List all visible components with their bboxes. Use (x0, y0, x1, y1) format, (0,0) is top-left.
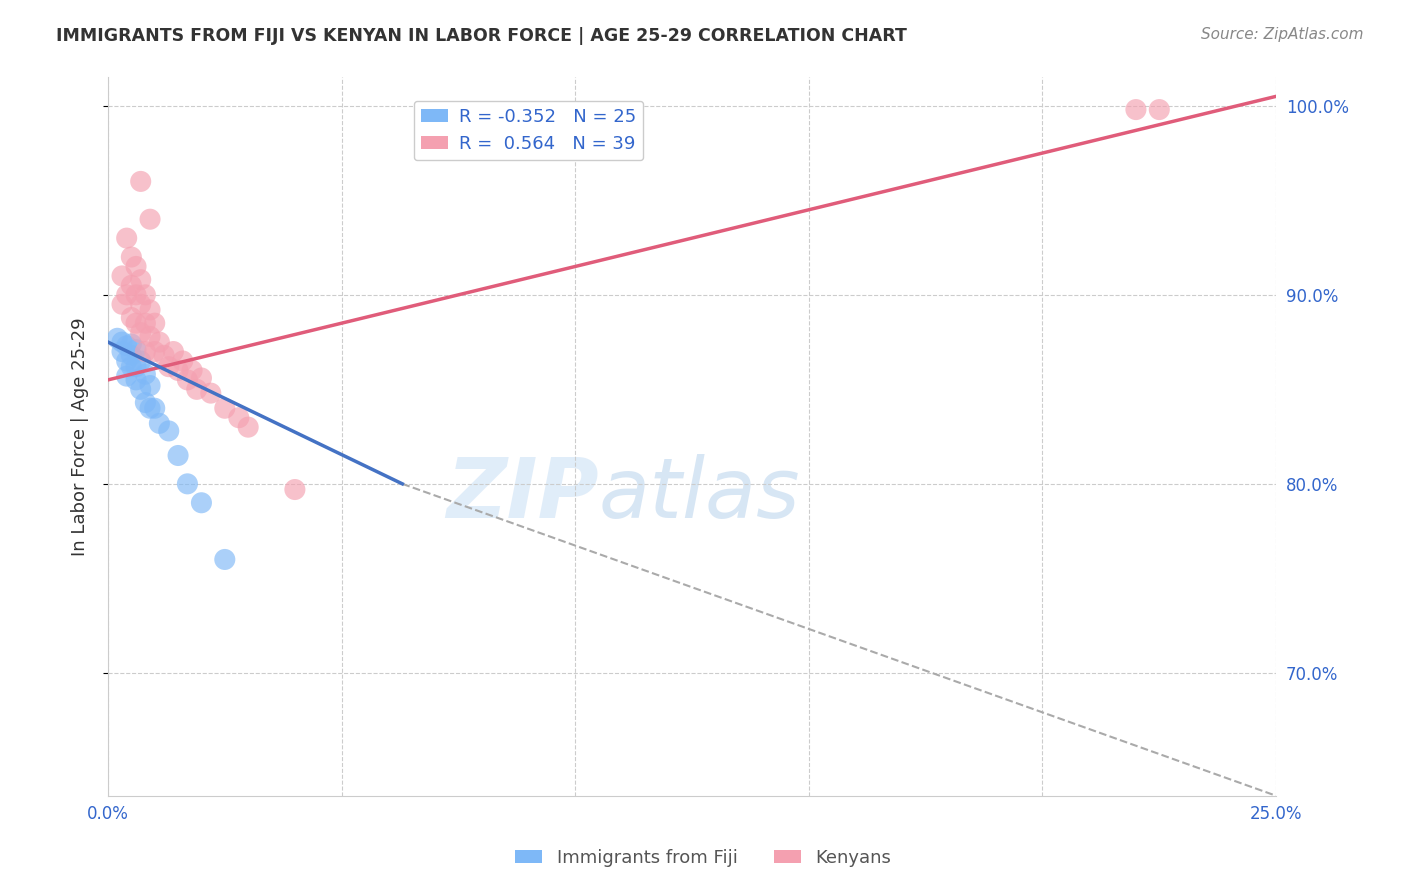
Point (120, 359, 142, 374)
Legend: Immigrants from Fiji, Kenyans: Immigrants from Fiji, Kenyans (508, 842, 898, 874)
Point (139, 378, 162, 392)
Point (238, 420, 260, 434)
Point (139, 401, 162, 416)
Point (190, 496, 212, 510)
Point (190, 371, 212, 385)
Point (129, 382, 152, 396)
Point (1125, 103, 1147, 117)
Point (148, 335, 170, 350)
Point (129, 174, 152, 188)
Point (125, 288, 148, 302)
Point (228, 410, 250, 425)
Text: atlas: atlas (599, 453, 800, 534)
Point (167, 363, 190, 377)
Point (115, 231, 138, 245)
Point (139, 212, 162, 227)
Point (162, 344, 184, 359)
Point (139, 302, 162, 317)
Point (115, 369, 138, 384)
Legend: R = -0.352   N = 25, R =  0.564   N = 39: R = -0.352 N = 25, R = 0.564 N = 39 (413, 101, 644, 161)
Point (111, 344, 134, 359)
Point (1149, 103, 1171, 117)
Point (148, 417, 170, 431)
Point (134, 395, 156, 409)
Point (134, 368, 156, 382)
Point (115, 288, 138, 302)
Text: IMMIGRANTS FROM FIJI VS KENYAN IN LABOR FORCE | AGE 25-29 CORRELATION CHART: IMMIGRANTS FROM FIJI VS KENYAN IN LABOR … (56, 27, 907, 45)
Point (129, 326, 152, 340)
Point (157, 359, 180, 374)
Point (111, 335, 134, 350)
Text: ZIP: ZIP (446, 453, 599, 534)
Point (129, 354, 152, 368)
Point (111, 297, 134, 311)
Point (172, 354, 194, 368)
Point (120, 278, 142, 293)
Point (134, 316, 156, 330)
Point (125, 373, 148, 387)
Point (186, 382, 208, 396)
Point (181, 363, 204, 377)
Point (284, 483, 307, 497)
Point (176, 476, 198, 491)
Point (167, 449, 190, 463)
Point (115, 339, 138, 353)
Point (120, 337, 142, 351)
Point (214, 401, 236, 416)
Point (139, 329, 162, 343)
Point (200, 386, 222, 401)
Point (120, 250, 142, 264)
Point (176, 373, 198, 387)
Point (125, 343, 148, 357)
Point (134, 344, 156, 359)
Point (157, 424, 180, 438)
Point (153, 348, 176, 362)
Point (115, 354, 138, 368)
Point (134, 288, 156, 302)
Point (111, 268, 134, 283)
Point (143, 401, 166, 416)
Point (214, 552, 236, 566)
Point (125, 316, 148, 330)
Point (129, 273, 152, 287)
Point (120, 310, 142, 325)
Point (120, 348, 142, 362)
Point (143, 344, 166, 359)
Point (125, 260, 148, 274)
Point (105, 331, 128, 345)
Point (143, 316, 166, 330)
Point (129, 297, 152, 311)
Y-axis label: In Labor Force | Age 25-29: In Labor Force | Age 25-29 (72, 318, 89, 556)
Point (125, 359, 148, 374)
Text: Source: ZipAtlas.com: Source: ZipAtlas.com (1201, 27, 1364, 42)
